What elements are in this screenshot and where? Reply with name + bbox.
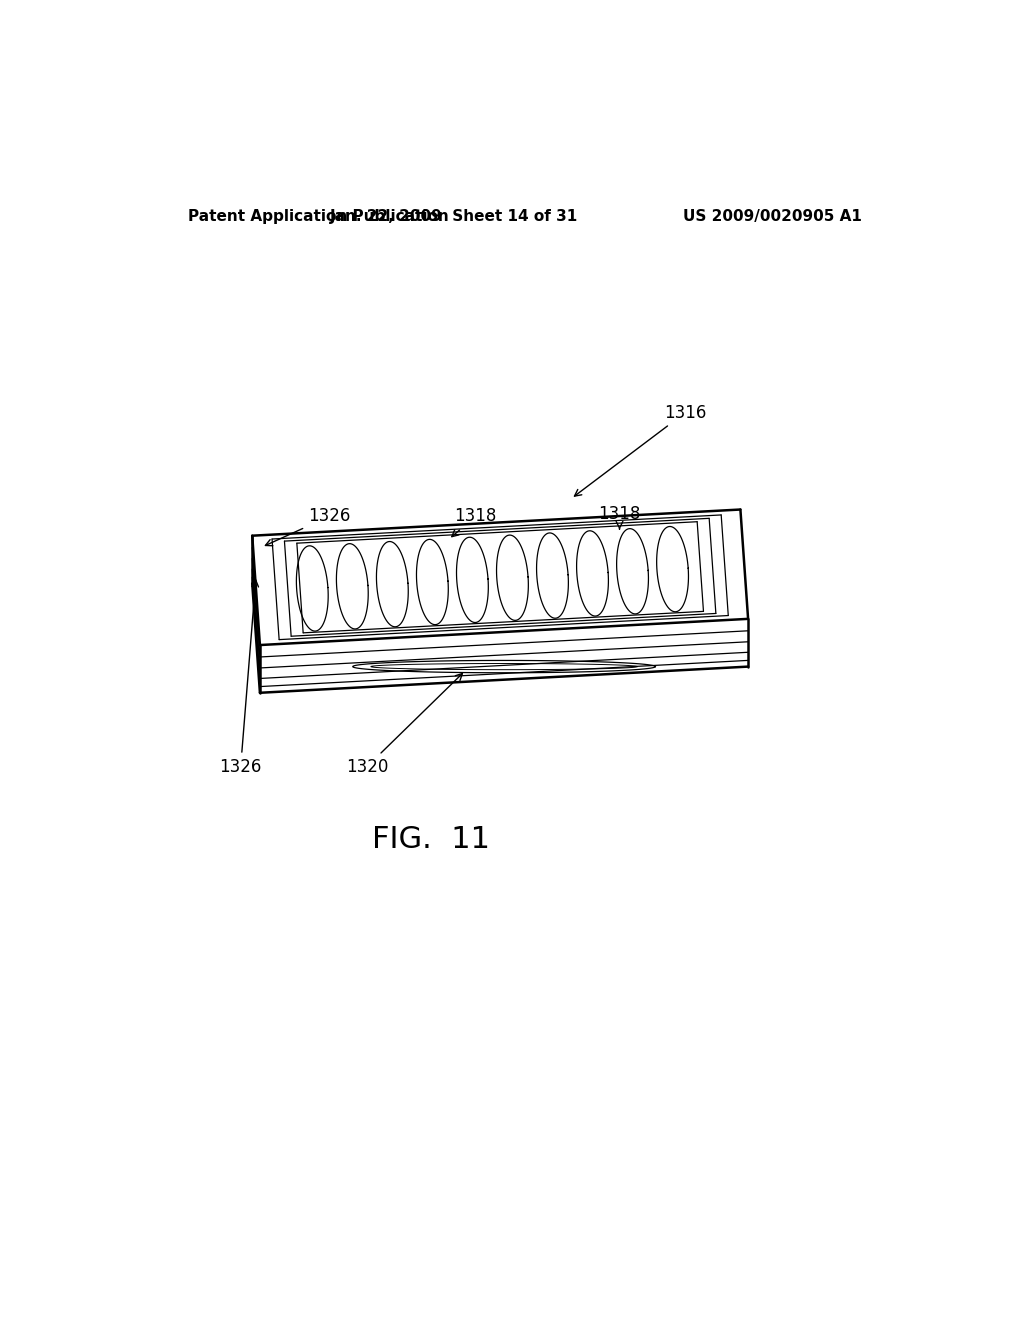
Text: Patent Application Publication: Patent Application Publication bbox=[188, 209, 450, 223]
Text: 1318: 1318 bbox=[598, 506, 641, 529]
Text: FIG.  11: FIG. 11 bbox=[372, 825, 489, 854]
Text: 1316: 1316 bbox=[574, 404, 707, 496]
Text: US 2009/0020905 A1: US 2009/0020905 A1 bbox=[683, 209, 862, 223]
Text: 1326: 1326 bbox=[265, 507, 350, 545]
Text: 1320: 1320 bbox=[346, 673, 463, 776]
Text: 1326: 1326 bbox=[219, 579, 262, 776]
Text: Jan. 22, 2009  Sheet 14 of 31: Jan. 22, 2009 Sheet 14 of 31 bbox=[330, 209, 579, 223]
Text: 1318: 1318 bbox=[452, 507, 497, 537]
